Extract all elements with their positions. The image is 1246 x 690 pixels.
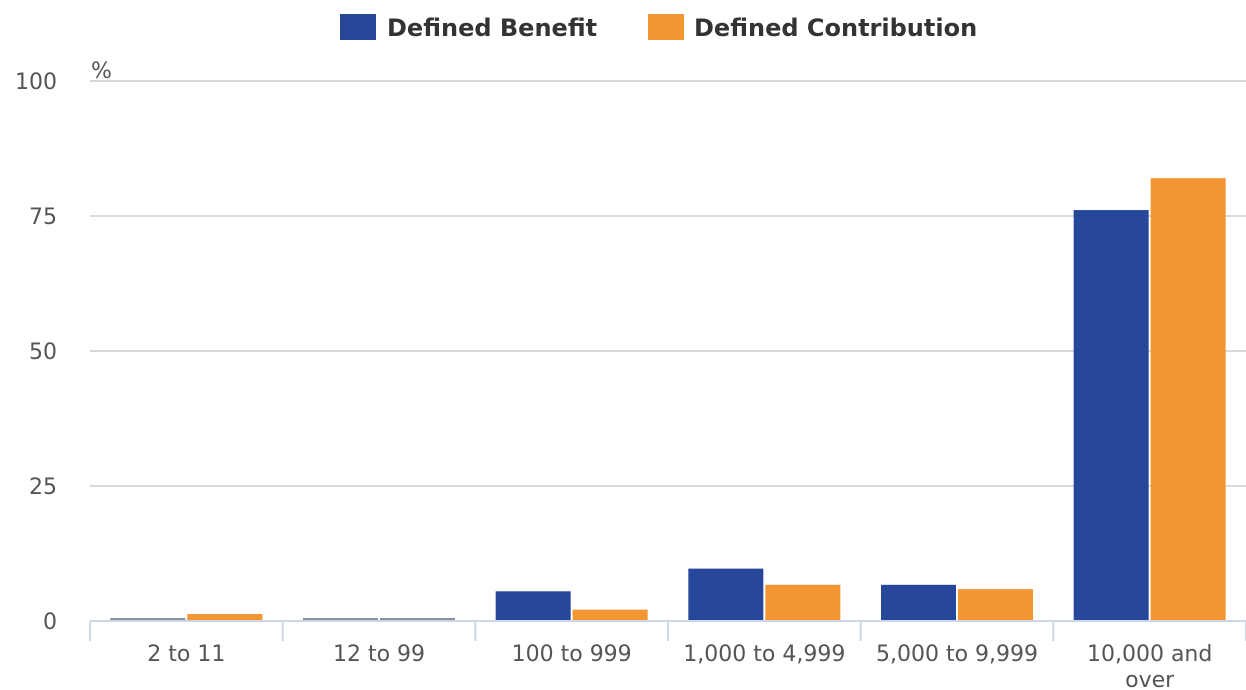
legend: Defined Benefit Defined Contribution bbox=[340, 14, 977, 42]
y-axis-ticks: 0 25 50 75 100 bbox=[15, 70, 57, 635]
zero-bar-marker bbox=[380, 618, 455, 621]
x-tick-label: 5,000 to 9,999 bbox=[876, 642, 1038, 667]
x-tick-label: 12 to 99 bbox=[333, 642, 425, 667]
x-axis: 2 to 11 12 to 99 100 to 999 1,000 to 4,999 5… bbox=[89, 620, 1246, 690]
x-tick-label: 2 to 11 bbox=[147, 642, 225, 667]
y-axis-unit: % bbox=[91, 59, 112, 84]
x-tick-label: 10,000 and over bbox=[1087, 642, 1212, 690]
gridlines bbox=[90, 80, 1246, 487]
legend-swatch-defined-benefit bbox=[340, 14, 376, 40]
zero-bar-marker bbox=[303, 618, 378, 621]
legend-label-defined-benefit: Defined Benefit bbox=[387, 14, 597, 42]
bar-defined-contribution bbox=[958, 589, 1033, 621]
y-tick-label: 75 bbox=[29, 205, 57, 230]
y-tick-label: 25 bbox=[29, 475, 57, 500]
x-tick-label: 1,000 to 4,999 bbox=[683, 642, 845, 667]
bar-defined-contribution bbox=[1150, 178, 1226, 621]
bars bbox=[110, 178, 1226, 621]
x-tick-label: 100 to 999 bbox=[512, 642, 632, 667]
bar-defined-benefit bbox=[688, 568, 764, 621]
zero-bar-marker bbox=[110, 618, 186, 621]
bar-defined-benefit bbox=[881, 584, 956, 621]
legend-label-defined-contribution: Defined Contribution bbox=[694, 14, 977, 42]
bar-defined-benefit bbox=[1073, 210, 1149, 621]
legend-swatch-defined-contribution bbox=[648, 14, 684, 40]
bar-defined-benefit bbox=[495, 591, 571, 621]
bar-defined-contribution bbox=[765, 584, 841, 621]
y-tick-label: 0 bbox=[43, 610, 57, 635]
y-tick-label: 50 bbox=[29, 340, 57, 365]
bar-defined-contribution bbox=[572, 609, 648, 621]
y-tick-label: 100 bbox=[15, 70, 57, 95]
bar-defined-contribution bbox=[187, 613, 263, 621]
